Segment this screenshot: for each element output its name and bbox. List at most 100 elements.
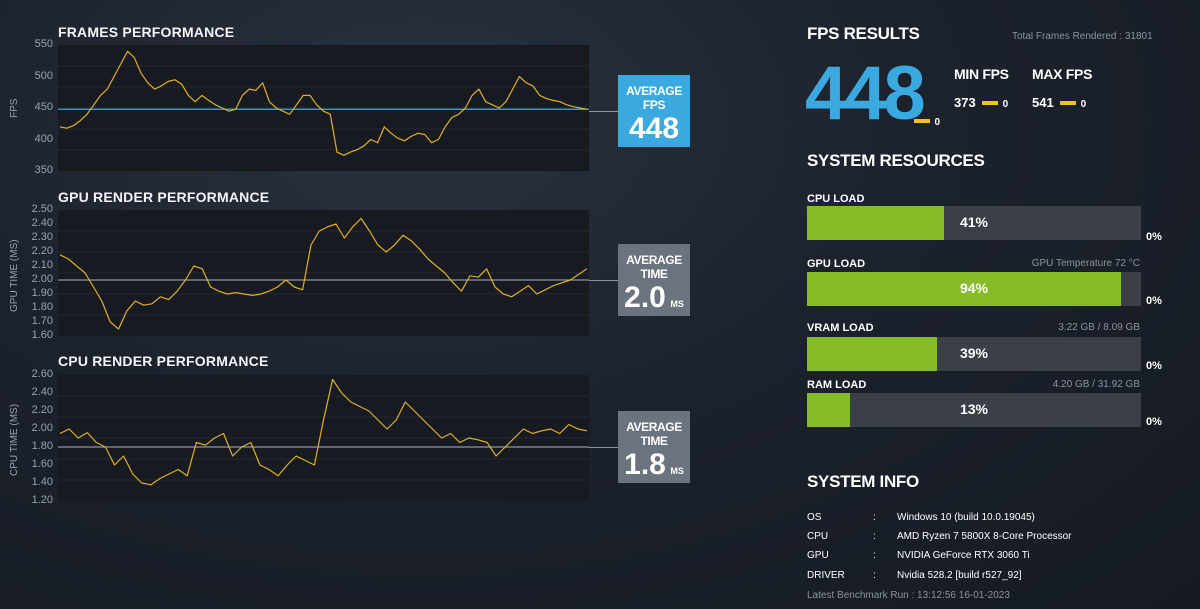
yellow-dash-icon — [1060, 100, 1077, 105]
gpu-load-percent: 94% — [959, 280, 989, 296]
gpu-tick-label: 1.90 — [31, 287, 53, 299]
frames-series-line — [59, 50, 588, 156]
ram-load-label: RAM LOAD — [807, 379, 867, 391]
info-key: CPU — [807, 531, 829, 542]
info-value: AMD Ryzen 7 5800X 8-Core Processor — [897, 531, 1072, 542]
vram-load-fill — [807, 337, 938, 371]
cpu-tick-label: 2.00 — [31, 422, 53, 434]
gpu-tick-label: 1.60 — [31, 329, 53, 341]
max-fps-value: 541 — [1032, 95, 1054, 110]
gpu-tick-label: 2.00 — [31, 273, 53, 285]
yellow-dash-icon — [914, 118, 930, 123]
info-value: Nvidia 528.2 [build r527_92] — [897, 570, 1022, 581]
vram-load-zero: 0% — [1146, 360, 1162, 372]
frames-avg-connector — [589, 111, 619, 112]
cpu-series-line — [59, 378, 588, 486]
cpu-plot — [58, 375, 589, 501]
gpu-series-line — [59, 217, 588, 330]
frames-plot — [58, 45, 589, 171]
cpu-tick-label: 1.40 — [31, 476, 53, 488]
vram-load-bar: 39% — [807, 337, 1141, 371]
gpu-title: GPU RENDER PERFORMANCE — [58, 189, 270, 205]
cpu-tick-label: 2.60 — [31, 368, 53, 380]
average-cpu-time-box: AVERAGE TIME 1.8 MS — [618, 411, 690, 483]
frames-tick-label: 550 — [34, 38, 53, 50]
average-gpu-time-box: AVERAGE TIME 2.0 MS — [618, 244, 690, 316]
fps-results-title: FPS RESULTS — [807, 24, 920, 43]
average-cpu-time-unit: MS — [670, 466, 684, 476]
average-fps-value: 448 — [628, 112, 680, 145]
info-key: OS — [807, 512, 822, 523]
cpu-load-zero: 0% — [1146, 231, 1162, 243]
info-value: Windows 10 (build 10.0.19045) — [897, 512, 1035, 523]
frames-tick-label: 450 — [34, 101, 53, 113]
info-sep: : — [873, 531, 876, 542]
latest-benchmark-run: Latest Benchmark Run : 13:12:56 16-01-20… — [807, 590, 1010, 601]
gpu-avg-connector — [589, 280, 619, 281]
average-gpu-time-unit: MS — [670, 299, 684, 309]
gpu-tick-label: 2.10 — [31, 259, 53, 271]
max-fps-zero: 0 — [1080, 99, 1087, 110]
average-cpu-time-label: AVERAGE TIME — [626, 420, 682, 448]
frames-title: FRAMES PERFORMANCE — [58, 24, 235, 40]
ram-load-percent: 13% — [959, 401, 989, 417]
max-fps-label: MAX FPS — [1032, 66, 1093, 82]
frames-tick-label: 350 — [34, 164, 53, 176]
yellow-dash-icon — [982, 100, 999, 105]
ram-load-detail: 4.20 GB / 31.92 GB — [1052, 379, 1140, 390]
frames-tick-label: 400 — [34, 132, 53, 145]
info-sep: : — [873, 570, 876, 581]
cpu-tick-label: 1.60 — [31, 458, 53, 470]
info-key: GPU — [807, 550, 829, 561]
cpu-tick-label: 2.20 — [31, 404, 53, 416]
gpu-load-fill — [807, 272, 1121, 306]
cpu-tick-label: 1.80 — [31, 440, 53, 452]
min-fps-zero: 0 — [1002, 99, 1009, 110]
cpu-load-fill — [807, 206, 944, 240]
min-fps-label: MIN FPS — [954, 66, 1009, 82]
fps-avg-zero-indicator: 0 — [914, 112, 940, 130]
fps-avg-zero: 0 — [934, 117, 941, 128]
max-fps-row: 541 0 — [1032, 94, 1086, 112]
gpu-tick-label: 2.20 — [31, 245, 53, 257]
info-value: NVIDIA GeForce RTX 3060 Ti — [897, 550, 1030, 561]
frames-tick-label: 500 — [34, 69, 53, 82]
cpu-tick-label: 1.20 — [31, 494, 53, 506]
ram-load-fill — [807, 393, 851, 427]
gpu-tick-label: 2.50 — [31, 203, 53, 215]
vram-load-detail: 3.22 GB / 8.09 GB — [1058, 322, 1140, 333]
average-fps-box: AVERAGE FPS 448 — [618, 75, 690, 147]
average-gpu-time-value: 2.0 — [624, 281, 666, 314]
info-sep: : — [873, 512, 876, 523]
system-info-title: SYSTEM INFO — [807, 472, 919, 491]
gpu-load-bar: 94% — [807, 272, 1141, 306]
gpu-tick-label: 1.80 — [31, 301, 53, 313]
average-fps-label: AVERAGE FPS — [626, 84, 682, 112]
ram-load-bar: 13% — [807, 393, 1141, 427]
gpu-tick-label: 2.30 — [31, 231, 53, 243]
min-fps-row: 373 0 — [954, 94, 1008, 112]
average-gpu-time-label: AVERAGE TIME — [626, 253, 682, 281]
fps-avg-value: 448 — [805, 51, 926, 136]
cpu-title: CPU RENDER PERFORMANCE — [58, 353, 269, 369]
info-key: DRIVER — [807, 570, 845, 581]
info-sep: : — [873, 550, 876, 561]
gpu-load-zero: 0% — [1146, 295, 1162, 307]
ram-load-zero: 0% — [1146, 416, 1162, 428]
cpu-load-label: CPU LOAD — [807, 193, 865, 205]
total-frames-rendered: Total Frames Rendered : 31801 — [1012, 31, 1153, 42]
vram-load-label: VRAM LOAD — [807, 322, 874, 334]
cpu-load-percent: 41% — [959, 214, 989, 230]
vram-load-percent: 39% — [959, 345, 989, 361]
cpu-load-bar: 41% — [807, 206, 1141, 240]
cpu-avg-connector — [589, 447, 619, 448]
cpu-tick-label: 2.40 — [31, 386, 53, 398]
gpu-load-detail: GPU Temperature 72 °C — [1031, 258, 1140, 269]
min-fps-value: 373 — [954, 95, 976, 110]
gpu-plot — [58, 210, 589, 336]
gpu-tick-label: 2.40 — [31, 217, 53, 229]
average-cpu-time-value: 1.8 — [624, 448, 666, 481]
gpu-load-label: GPU LOAD — [807, 258, 866, 270]
gpu-tick-label: 1.70 — [31, 315, 53, 327]
system-resources-title: SYSTEM RESOURCES — [807, 151, 985, 170]
